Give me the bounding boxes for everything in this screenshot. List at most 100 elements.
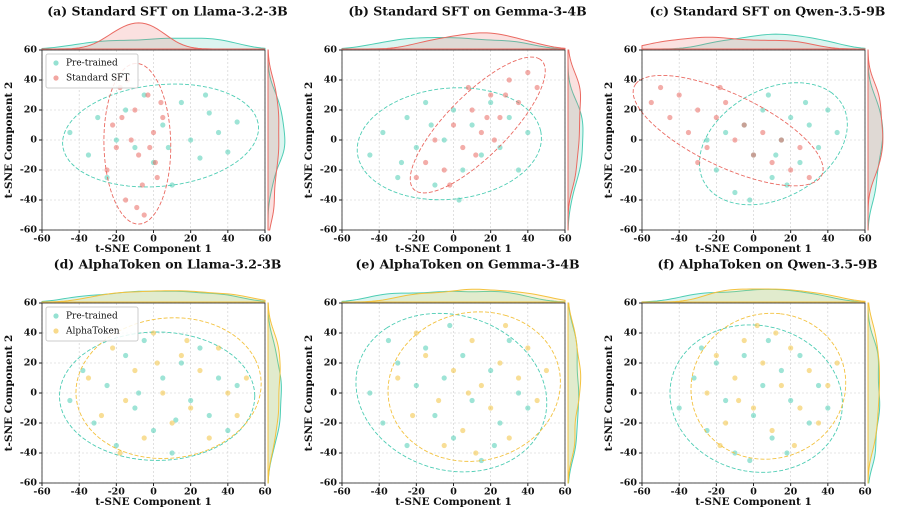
point (395, 174, 401, 181)
point (469, 107, 475, 113)
point (150, 427, 157, 434)
y-tick-label: 40 (324, 328, 338, 339)
point (723, 129, 729, 136)
point (98, 412, 105, 419)
point (413, 174, 419, 181)
point (160, 375, 166, 381)
marginal-kde-y (867, 302, 880, 484)
marginal-kde-x (41, 37, 266, 50)
point (525, 345, 531, 351)
chart-title: (a) Standard SFT on Llama-3.2-3B (47, 4, 287, 19)
point (765, 337, 771, 344)
y-tick-label: 20 (624, 105, 638, 116)
point (197, 367, 203, 374)
y-tick-label: -60 (620, 478, 638, 489)
point (797, 159, 803, 166)
y-tick-label: 0 (630, 388, 637, 399)
y-tick-label: 60 (624, 45, 638, 56)
legend-box (45, 306, 139, 342)
y-axis-label: t-SNE Component 2 (303, 335, 315, 452)
x-tick-label: 20 (184, 487, 198, 498)
y-axis-label: t-SNE Component 2 (303, 82, 315, 199)
x-tick-label: 20 (184, 234, 198, 245)
y-tick-label: 40 (624, 328, 638, 339)
point (488, 92, 494, 98)
y-tick-label: -40 (20, 195, 38, 206)
point (732, 189, 738, 196)
x-tick-label: 60 (258, 234, 272, 245)
point (704, 390, 710, 396)
point (695, 107, 701, 113)
marginal-kde-x (41, 22, 265, 50)
point (473, 450, 479, 456)
x-tick-label: 40 (821, 487, 835, 498)
point (197, 345, 203, 351)
point (380, 420, 386, 426)
point (797, 352, 803, 359)
point (769, 427, 775, 434)
point (404, 442, 410, 449)
legend-box (45, 53, 139, 89)
x-tick-label: 60 (558, 487, 572, 498)
point (815, 144, 822, 151)
point (154, 360, 160, 366)
chart-title: (c) Standard SFT on Qwen-3.5-9B (650, 4, 886, 19)
point (91, 420, 97, 426)
x-tick-label: -40 (371, 234, 389, 245)
marginal-kde-y (567, 302, 580, 484)
point (713, 352, 719, 359)
x-tick-label: -20 (708, 487, 726, 498)
point (534, 397, 540, 404)
point (491, 137, 497, 143)
confidence-ellipse (699, 82, 848, 206)
y-tick-label: 40 (24, 328, 38, 339)
x-tick-label: 0 (750, 234, 757, 245)
point (704, 144, 710, 151)
point (215, 129, 222, 136)
plot-frame (41, 49, 266, 231)
point (123, 397, 129, 404)
point (691, 375, 697, 381)
point (488, 367, 494, 374)
point (113, 442, 119, 449)
y-tick-label: 60 (624, 298, 638, 309)
point (469, 397, 475, 404)
legend-marker (53, 75, 59, 81)
point (450, 367, 457, 374)
point (543, 367, 550, 374)
x-tick-label: 0 (450, 487, 457, 498)
y-axis-label: t-SNE Component 2 (3, 82, 15, 199)
point (243, 375, 250, 381)
point (206, 435, 212, 441)
y-tick-label: -60 (20, 225, 38, 236)
point (815, 382, 822, 389)
point (206, 110, 212, 116)
x-tick-label: 0 (150, 234, 157, 245)
chart-title: (d) AlphaToken on Llama-3.2-3B (54, 257, 282, 272)
point (648, 99, 654, 106)
point (154, 174, 160, 181)
x-tick-label: 60 (858, 487, 872, 498)
x-tick-label: 20 (784, 487, 798, 498)
x-tick-label: 20 (784, 234, 798, 245)
point (773, 152, 779, 158)
point (788, 397, 794, 404)
y-axis-label: t-SNE Component 2 (603, 335, 615, 452)
x-tick-label: 0 (150, 487, 157, 498)
point (450, 107, 457, 113)
confidence-ellipse (58, 331, 256, 461)
y-tick-label: -40 (20, 448, 38, 459)
point (750, 152, 757, 158)
y-tick-label: -20 (320, 418, 338, 429)
point (169, 420, 175, 426)
marginal-kde-y (567, 49, 584, 231)
x-tick-label: 60 (258, 487, 272, 498)
point (534, 84, 540, 91)
y-tick-label: -60 (320, 478, 338, 489)
point (825, 107, 831, 113)
point (367, 152, 373, 158)
y-axis-label: t-SNE Component 2 (603, 82, 615, 199)
point (747, 457, 753, 464)
point (788, 114, 794, 121)
